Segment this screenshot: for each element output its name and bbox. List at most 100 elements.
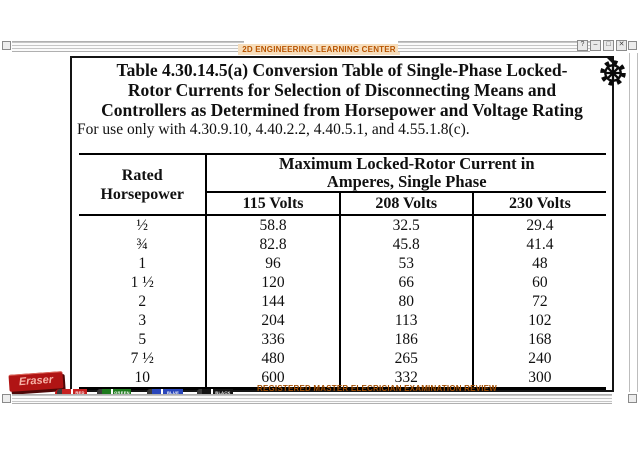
cell-115v: 120 [206,273,341,292]
pen-tip-icon [57,389,62,397]
cell-208v: 45.8 [339,235,474,254]
pen-label: GREEN [113,389,131,397]
cell-115v: 600 [206,368,341,389]
cell-115v: 82.8 [206,235,341,254]
pen-label: BLUE [163,389,183,397]
hp-header-line1: Rated [121,166,163,184]
horizontal-scrollbar[interactable] [0,392,638,404]
slide-title-line3: Controllers as Determined from Horsepowe… [101,100,583,120]
cell-hp: 1 ½ [79,273,208,292]
close-button[interactable]: ✕ [616,40,627,51]
pen-cap [62,389,71,397]
cell-hp: 3 [79,311,208,330]
cell-208v: 32.5 [339,215,474,235]
pen-cap [152,389,161,397]
cell-hp: 7 ½ [79,349,208,368]
titlebar-grip-left[interactable] [12,41,244,52]
slide-subtitle: For use only with 4.30.9.10, 4.40.2.2, 4… [77,121,470,138]
cell-hp: 10 [79,368,208,389]
cell-208v: 265 [339,349,474,368]
slide-title-line1: Table 4.30.14.5(a) Conversion Table of S… [116,60,568,80]
table-row: 10 600 332 300 [79,368,606,389]
app-title-label: 2D ENGINEERING LEARNING CENTER [238,44,400,55]
pen-cap [102,389,111,397]
table-row: 3 204 113 102 [79,311,606,330]
pen-button-green[interactable]: GREEN [97,389,131,397]
app-title: 2D ENGINEERING LEARNING CENTER [0,39,638,57]
column-header-208-volts: 208 Volts [339,192,474,216]
table-row: ¾ 82.8 45.8 41.4 [79,235,606,254]
pen-tip-icon [197,389,202,397]
titlebar-left-cap [2,41,11,50]
hscroll-right-cap[interactable] [628,394,637,403]
titlebar-right-cap [628,41,637,50]
pen-ring [211,389,213,397]
cell-208v: 80 [339,292,474,311]
eraser-button[interactable]: Eraser [8,371,64,392]
slide: Table 4.30.14.5(a) Conversion Table of S… [70,56,626,392]
help-button[interactable]: ? [577,40,588,51]
cell-208v: 186 [339,330,474,349]
cell-115v: 144 [206,292,341,311]
conversion-table: Rated Horsepower Maximum Locked-Rotor Cu… [79,153,606,390]
hscroll-track[interactable] [12,394,612,404]
hp-header-line2: Horsepower [100,185,184,203]
hscroll-left-cap[interactable] [2,394,11,403]
right-window-edge [629,53,638,392]
pen-button-black[interactable]: BLACK [197,389,233,397]
minimize-button[interactable]: – [590,40,601,51]
pen-button-red[interactable]: RED [57,389,87,397]
cell-230v: 168 [528,331,552,348]
pen-label: RED [73,389,87,397]
cell-230v: 300 [528,369,552,386]
pen-tip-icon [97,389,102,397]
cell-hp: ½ [79,215,208,235]
cell-230v: 48 [532,255,548,272]
cell-hp: 5 [79,330,208,349]
cell-208v: 66 [339,273,474,292]
cell-208v: 53 [339,254,474,273]
cell-230v: 41.4 [526,236,554,253]
cell-hp: 2 [79,292,208,311]
cell-115v: 204 [206,311,341,330]
pen-button-blue[interactable]: BLUE [147,389,183,397]
table-row: 1 ½ 120 66 60 [79,273,606,292]
cell-230v: 102 [528,312,552,329]
table-row: ½ 58.8 32.5 29.4 [79,215,606,235]
pen-ring [161,389,163,397]
table-row: 7 ½ 480 265 240 [79,349,606,368]
titlebar: 2D ENGINEERING LEARNING CENTER ? – □ ✕ [0,38,638,55]
maximize-button[interactable]: □ [603,40,614,51]
window-controls: ? – □ ✕ [577,40,627,51]
column-header-rated-horsepower: Rated Horsepower [79,154,208,216]
table-row: 1 96 53 48 [79,254,606,273]
cell-hp: 1 [79,254,208,273]
cell-115v: 336 [206,330,341,349]
cell-208v: 332 [339,368,474,389]
cell-230v: 240 [528,350,552,367]
slide-title: Table 4.30.14.5(a) Conversion Table of S… [78,60,606,120]
cell-115v: 480 [206,349,341,368]
slide-title-line2: Rotor Currents for Selection of Disconne… [127,80,557,100]
gear-icon [599,59,627,92]
pen-tip-icon [147,389,152,397]
page-corner-fold [605,56,614,65]
column-header-115-volts: 115 Volts [206,192,341,216]
cell-hp: ¾ [79,235,208,254]
span-header-line1: Maximum Locked-Rotor Current in [278,154,535,173]
pen-ring [71,389,73,397]
span-header-line2: Amperes, Single Phase [326,172,487,191]
column-header-230-volts: 230 Volts [472,192,606,216]
pen-cap [202,389,211,397]
cell-115v: 96 [206,254,341,273]
span-header-max-locked-rotor: Maximum Locked-Rotor Current in Amperes,… [206,154,606,193]
table-row: 2 144 80 72 [79,292,606,311]
cell-208v: 113 [339,311,474,330]
titlebar-grip-right[interactable] [398,41,590,52]
cell-115v: 58.8 [206,215,341,235]
pen-ring [111,389,113,397]
cell-230v: 60 [532,274,548,291]
footer-banner: REGISTERED MASTER ELECRICIAN EXAMINATION… [257,384,497,393]
pen-label: BLACK [213,389,233,397]
cell-230v: 72 [532,293,548,310]
